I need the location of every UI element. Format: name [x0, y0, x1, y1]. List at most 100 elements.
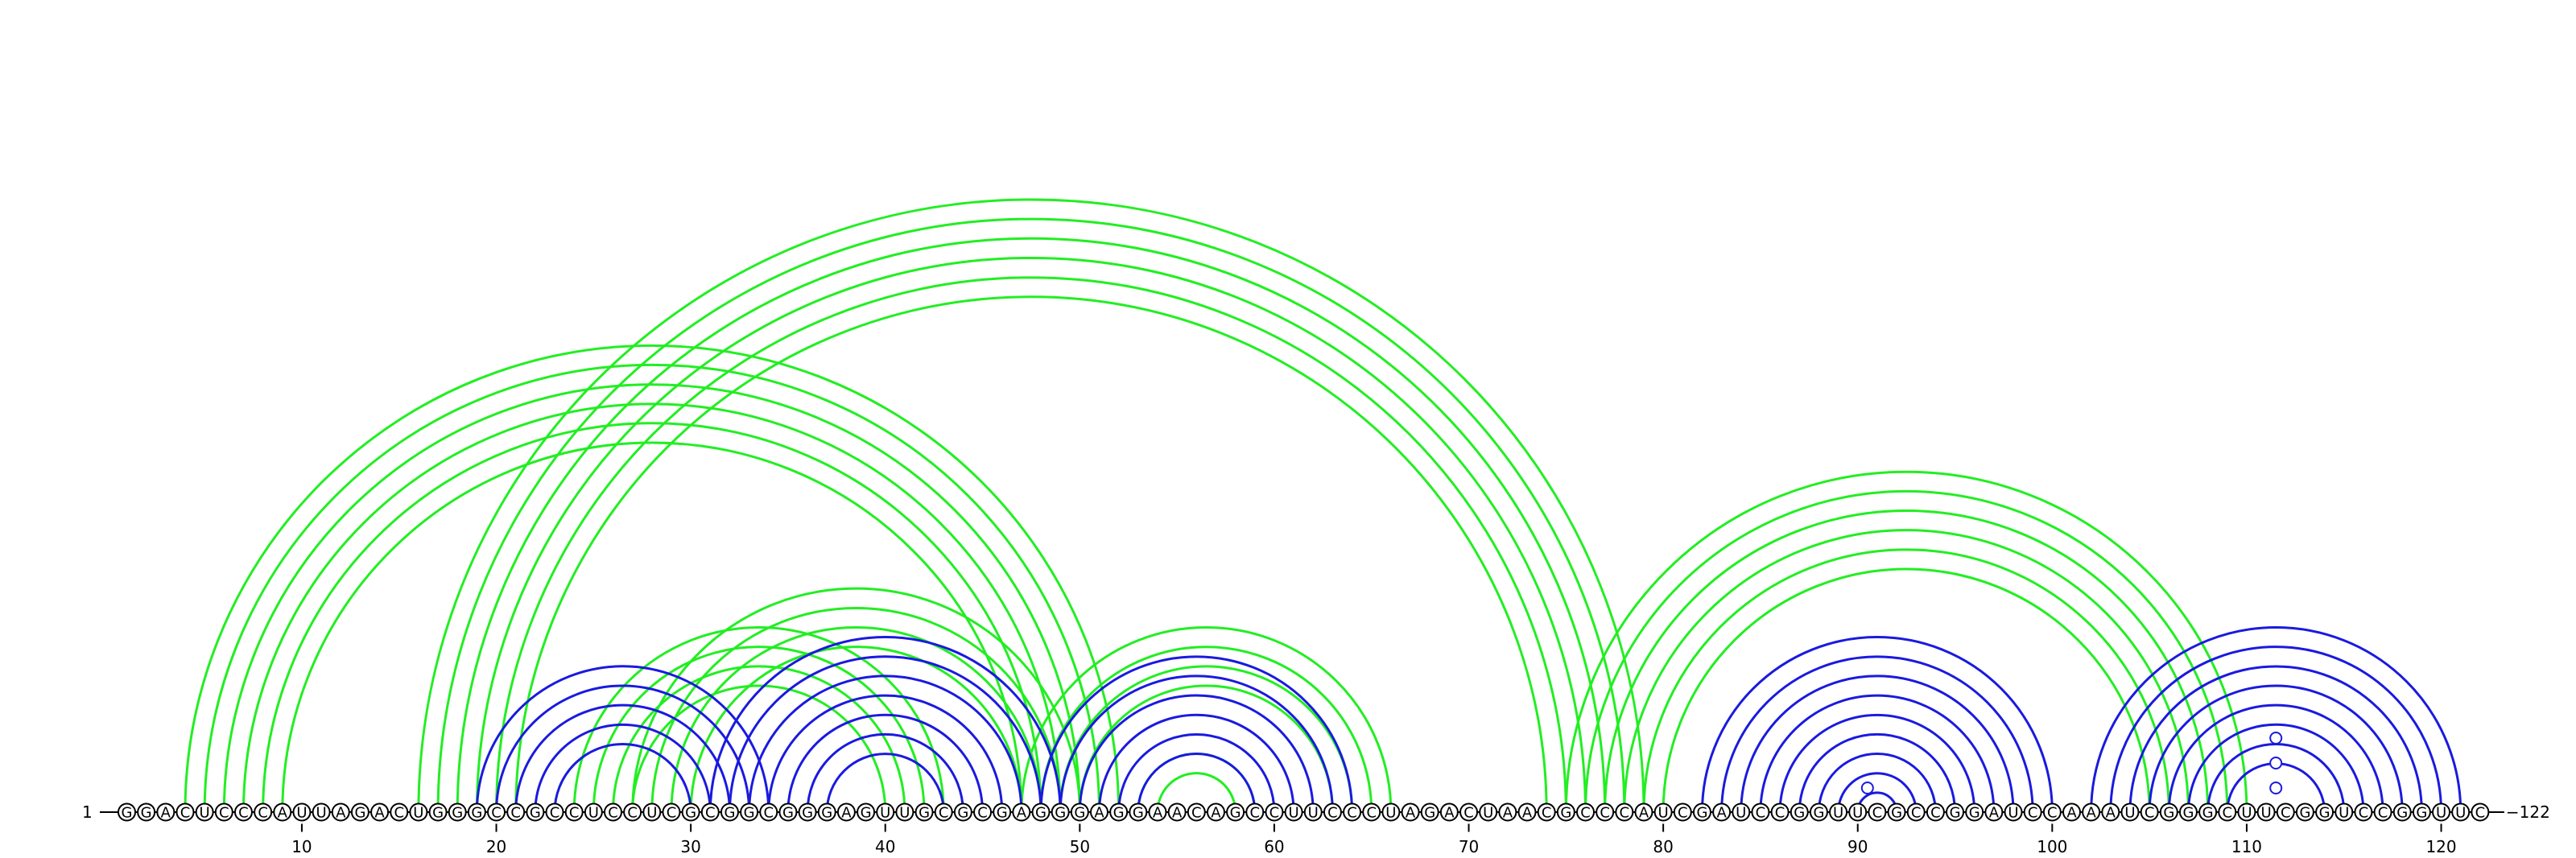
nucleotide-letter-96: G	[1969, 805, 1980, 822]
nucleotide-letter-17: G	[432, 805, 444, 822]
blue-arc-82-100	[1700, 636, 2054, 813]
nucleotide-letter-43: C	[939, 805, 949, 822]
nucleotide-letter-117: C	[2378, 805, 2388, 822]
nucleotide-letter-85: C	[1756, 805, 1766, 822]
nucleotide-letter-30: G	[685, 805, 696, 822]
loop-marker-3	[2269, 757, 2283, 769]
nucleotide-circle-107	[2178, 802, 2198, 822]
nucleotide-letter-95: G	[1950, 805, 1961, 822]
loop-marker-2	[2269, 782, 2283, 794]
nucleotide-letter-104: U	[2124, 805, 2135, 822]
green-arc-group	[184, 198, 2248, 813]
nucleotide-circle-54	[1148, 802, 1167, 822]
blue-arc-87-95	[1798, 732, 1957, 813]
nucleotide-circle-112	[2276, 802, 2295, 822]
nucleotide-letter-36: G	[802, 805, 813, 822]
nucleotide-circle-53	[1129, 802, 1148, 822]
nucleotide-letter-77: C	[1600, 805, 1610, 822]
nucleotide-letter-94: C	[1930, 805, 1941, 822]
nucleotide-circle-97	[1984, 802, 2004, 822]
nucleotide-letter-39: G	[861, 805, 872, 822]
nucleotide-circle-58	[1226, 802, 1245, 822]
nucleotide-letter-51: A	[1094, 805, 1104, 822]
green-arc-5-51	[203, 363, 1100, 813]
green-arc-75-110	[1564, 470, 2248, 813]
nucleotide-circle-71	[1479, 802, 1498, 822]
nucleotide-circle-85	[1751, 802, 1770, 822]
nucleotide-circle-23	[545, 802, 564, 822]
nucleotide-circle-57	[1206, 802, 1225, 822]
blue-arc-102-121	[2090, 625, 2462, 813]
tick-label-110: 110	[2231, 837, 2262, 856]
nucleotide-circle-119	[2412, 802, 2431, 822]
blue-arc-85-97	[1759, 694, 1996, 813]
nucleotide-letter-24: C	[569, 805, 580, 822]
green-arc-54-58	[1156, 772, 1237, 813]
nucleotide-letter-52: G	[1113, 805, 1125, 822]
nucleotide-letter-109: C	[2222, 805, 2232, 822]
nucleotide-circle-15	[390, 802, 409, 822]
nucleotide-circle-100	[2042, 802, 2062, 822]
green-arc-21-74	[514, 295, 1548, 813]
nucleotide-circle-111	[2256, 802, 2276, 822]
nucleotide-circle-49	[1051, 802, 1070, 822]
nucleotide-circle-42	[914, 802, 934, 822]
nucleotide-circle-36	[798, 802, 817, 822]
nucleotide-letter-71: U	[1483, 805, 1493, 822]
nucleotide-circle-106	[2159, 802, 2178, 822]
nucleotide-letter-106: G	[2163, 805, 2174, 822]
nucleotide-letter-29: C	[667, 805, 677, 822]
position-ticks: 10 20 30 40 50 60 70 80 90 100 110 120	[291, 823, 2457, 856]
blue-arc-86-96	[1778, 713, 1976, 813]
nucleotide-letter-66: U	[1385, 805, 1396, 822]
nucleotide-letter-11: U	[316, 805, 327, 822]
nucleotide-circle-55	[1167, 802, 1187, 822]
nucleotide-letter-14: A	[374, 805, 385, 822]
nucleotide-letter-84: U	[1736, 805, 1746, 822]
green-arc-19-76	[475, 257, 1587, 813]
nucleotide-letter-118: G	[2396, 805, 2408, 822]
nucleotide-circle-96	[1965, 802, 1984, 822]
blue-arc-107-116	[2186, 723, 2365, 813]
nucleotide-circle-13	[350, 802, 369, 822]
green-arc-16-79	[417, 198, 1645, 813]
nucleotide-letter-25: U	[588, 805, 599, 822]
nucleotide-circle-31	[700, 802, 720, 822]
blue-arc-50-62	[1078, 694, 1315, 813]
nucleotide-circle-94	[1926, 802, 1945, 822]
nucleotide-circle-25	[584, 802, 603, 822]
nucleotide-letter-35: G	[782, 805, 794, 822]
nucleotide-letter-47: A	[1017, 805, 1027, 822]
nucleotide-circle-50	[1070, 802, 1089, 822]
nucleotide-letter-33: G	[744, 805, 755, 822]
nucleotide-circle-65	[1362, 802, 1381, 822]
nucleotide-letter-34: C	[763, 805, 774, 822]
nucleotide-circle-75	[1556, 802, 1575, 822]
nucleotide-letter-13: G	[354, 805, 365, 822]
nucleotide-circle-21	[506, 802, 526, 822]
green-arc-7-49	[242, 402, 1062, 813]
nucleotide-circle-77	[1596, 802, 1615, 822]
nucleotide-letter-93: C	[1911, 805, 1922, 822]
blue-arc-34-46	[767, 694, 1004, 813]
nucleotide-circle-16	[409, 802, 428, 822]
nucleotide-letter-114: G	[2319, 805, 2330, 822]
nucleotide-letter-27: C	[627, 805, 638, 822]
nucleotide-circle-108	[2198, 802, 2218, 822]
nucleotide-letter-119: G	[2416, 805, 2427, 822]
tick-label-10: 10	[291, 837, 312, 856]
nucleotide-circle-70	[1459, 802, 1479, 822]
nucleotide-circle-95	[1946, 802, 1965, 822]
nucleotide-circle-4	[175, 802, 195, 822]
nucleotide-circle-19	[467, 802, 486, 822]
nucleotide-circle-3	[156, 802, 175, 822]
nucleotide-letter-82: G	[1696, 805, 1707, 822]
blue-arc-104-119	[2128, 665, 2423, 813]
nucleotide-letter-10: U	[296, 805, 307, 822]
blue-arc-31-49	[708, 636, 1062, 813]
nucleotide-letter-9: A	[278, 805, 288, 822]
nucleotide-circle-105	[2140, 802, 2159, 822]
green-arc-18-77	[456, 237, 1607, 813]
nucleotide-letter-8: C	[258, 805, 268, 822]
nucleotide-letter-79: A	[1639, 805, 1649, 822]
